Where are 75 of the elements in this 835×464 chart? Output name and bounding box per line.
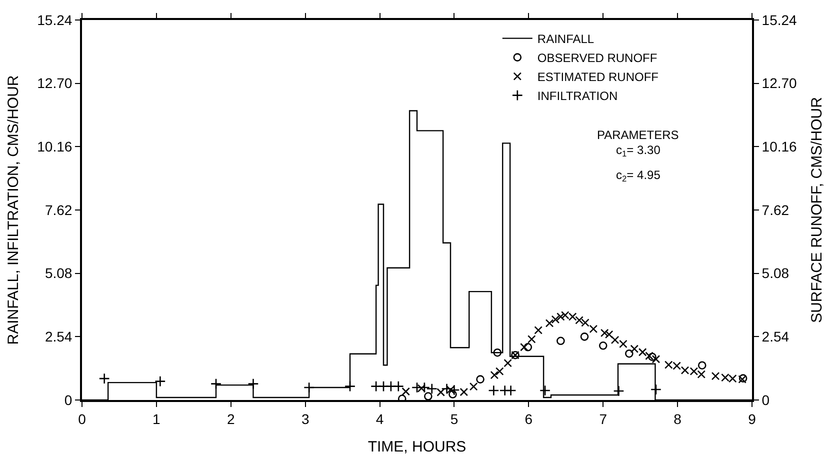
point — [619, 340, 628, 348]
x-tick-label: 2 — [226, 410, 235, 427]
y2-tick-label: 0 — [762, 392, 770, 408]
point — [448, 384, 460, 396]
point — [495, 367, 504, 376]
point — [698, 361, 706, 370]
point — [520, 342, 528, 352]
y-tick-label: 10.16 — [37, 138, 72, 155]
x-tick-label: 5 — [450, 410, 458, 427]
point — [426, 383, 438, 394]
point — [545, 319, 554, 328]
point — [98, 373, 110, 384]
point — [613, 385, 624, 397]
annotation: c$_{2}$= 4.95 — [616, 168, 661, 184]
y-tick-label: 2.54 — [44, 328, 72, 345]
annotation: c$_{1}$= 3.30 — [616, 143, 661, 159]
point — [580, 332, 589, 341]
point — [589, 324, 598, 334]
x-tick-label: 3 — [301, 410, 310, 427]
point — [539, 384, 551, 396]
point — [534, 326, 542, 334]
point — [630, 344, 639, 354]
y-tick-label: 15.24 — [37, 12, 72, 28]
y-tick-label: 7.62 — [44, 202, 72, 218]
point — [490, 370, 499, 380]
point — [638, 348, 647, 356]
y2-tick-label: 5.08 — [762, 265, 790, 282]
point — [505, 384, 516, 396]
y-tick-label: 0 — [64, 392, 72, 408]
point — [476, 375, 484, 384]
point — [424, 392, 432, 400]
x-axis-title: TIME, HOURS — [368, 438, 466, 456]
legend-label: OBSERVED RUNOFF — [537, 50, 658, 65]
point — [527, 335, 536, 344]
y2-tick-label: 12.70 — [762, 75, 798, 92]
x-tick-label: 8 — [674, 410, 682, 427]
point — [648, 352, 656, 362]
point — [488, 384, 500, 396]
point — [469, 382, 478, 391]
legend-label: RAINFALL — [537, 32, 594, 46]
point — [598, 341, 608, 350]
point — [556, 336, 565, 346]
legend-label: ESTIMATED RUNOFF — [537, 70, 659, 84]
point — [460, 388, 468, 396]
point — [448, 390, 457, 398]
y-tick-label: 12.70 — [37, 75, 72, 92]
y-tick-label: 5.08 — [44, 265, 72, 282]
x-tick-label: 0 — [78, 410, 86, 427]
point — [524, 342, 532, 352]
x-tick-label: 6 — [524, 410, 533, 427]
point — [610, 336, 620, 344]
point — [154, 376, 166, 387]
point — [650, 384, 662, 396]
y2-tick-label: 10.16 — [762, 138, 798, 155]
point — [625, 349, 634, 358]
annotation: PARAMETERS — [597, 128, 679, 142]
y2-tick-label: 15.24 — [762, 12, 798, 28]
legend-label: INFILTRATION — [537, 88, 618, 103]
x-tick-label: 9 — [748, 410, 756, 427]
point — [248, 378, 259, 390]
point — [344, 380, 356, 392]
x-tick-label: 4 — [376, 410, 384, 427]
point — [392, 380, 404, 392]
point — [304, 382, 315, 394]
point — [210, 378, 222, 390]
y2-tick-label: 7.62 — [762, 202, 790, 218]
point — [385, 380, 396, 392]
point — [402, 387, 410, 396]
y2-axis-title: SURFACE RUNOFF, CMS/HOUR — [808, 96, 826, 323]
x-tick-label: 7 — [599, 410, 608, 427]
point — [504, 358, 512, 368]
x-tick-label: 1 — [152, 410, 161, 427]
y2-tick-label: 2.54 — [762, 328, 790, 345]
y-axis-title: RAINFALL, INFILTRATION, CMS/HOUR — [4, 75, 22, 345]
point — [493, 348, 502, 357]
